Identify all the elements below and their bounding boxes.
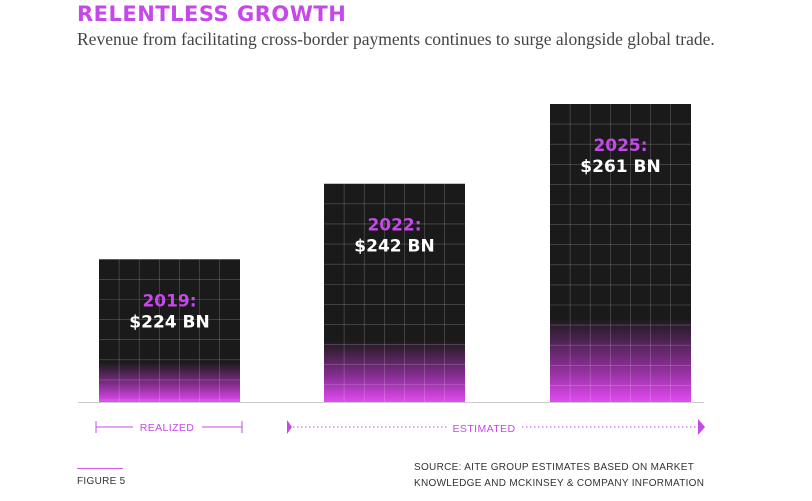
bar-category-label: 2025: — [593, 136, 647, 156]
bar-glow — [99, 362, 240, 402]
bar-category-label: 2019: — [142, 291, 196, 311]
footer-divider — [77, 468, 123, 469]
bar-grid — [99, 259, 240, 402]
bar-group: 2025:$261 BN — [550, 104, 691, 402]
arrow-end — [698, 419, 705, 435]
realized-bracket — [95, 421, 243, 433]
chart-subtitle: Revenue from facilitating cross-border p… — [77, 29, 715, 49]
estimated-arrow — [287, 419, 705, 435]
segment-label-estimated: ESTIMATED — [453, 423, 516, 435]
bar-value-label: $261 BN — [580, 157, 660, 177]
bar-value-label: $242 BN — [354, 237, 434, 257]
arrow-start — [287, 420, 292, 434]
chart-title: RELENTLESS GROWTH — [77, 2, 347, 26]
bar-category-label: 2022: — [367, 216, 421, 236]
bar-glow — [550, 318, 691, 402]
bar-glow — [324, 340, 465, 402]
bar-grid — [324, 183, 465, 402]
figure-label: FIGURE 5 — [77, 476, 126, 487]
bar-group: 2019:$224 BN — [99, 259, 240, 402]
segment-label-realized: REALIZED — [140, 422, 195, 434]
bar-group: 2022:$242 BN — [324, 183, 465, 402]
source-note: SOURCE: AITE GROUP ESTIMATES BASED ON MA… — [414, 462, 705, 489]
bar-grid — [550, 104, 691, 402]
bar-value-label: $224 BN — [129, 312, 209, 332]
